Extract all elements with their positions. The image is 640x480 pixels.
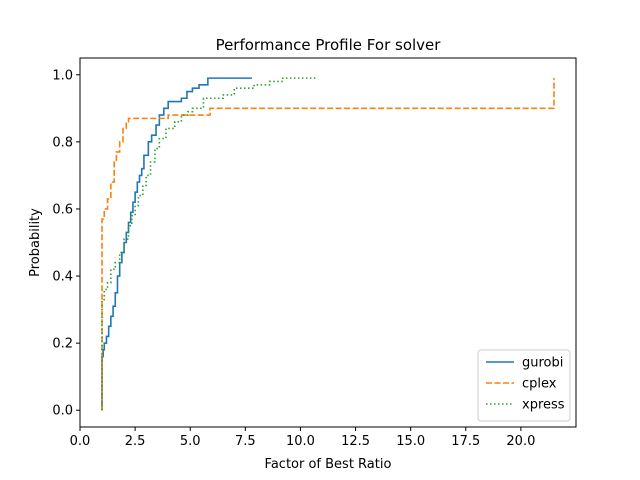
x-tick-label: 5.0 — [180, 434, 201, 449]
y-axis: 0.0 0.2 0.4 0.6 0.8 1.0 — [52, 68, 80, 419]
y-tick-label: 0.2 — [52, 337, 73, 352]
chart-title: Performance Profile For solver — [216, 36, 442, 54]
x-tick-label: 7.5 — [235, 434, 256, 449]
x-tick-label: 10.0 — [286, 434, 315, 449]
x-tick-label: 0.0 — [70, 434, 91, 449]
x-tick-label: 2.5 — [125, 434, 146, 449]
x-axis-label: Factor of Best Ratio — [265, 457, 392, 472]
x-tick-label: 20.0 — [506, 434, 535, 449]
y-axis-label: Probability — [28, 208, 43, 277]
series-layer — [101, 77, 555, 411]
legend-label: xpress — [522, 398, 565, 413]
y-tick-label: 0.4 — [52, 270, 73, 285]
series-line-cplex — [101, 78, 555, 411]
y-tick-label: 1.0 — [52, 68, 73, 83]
series-line-xpress — [101, 77, 316, 411]
series-line-gurobi — [101, 77, 252, 411]
y-tick-label: 0.6 — [52, 202, 73, 217]
legend-box — [477, 349, 571, 422]
y-tick-label: 0.8 — [52, 135, 73, 150]
legend-label: cplex — [522, 377, 557, 392]
x-tick-label: 12.5 — [341, 434, 370, 449]
y-tick-label: 0.0 — [52, 404, 73, 419]
legend-label: gurobi — [522, 356, 563, 371]
x-axis: 0.0 2.5 5.0 7.5 10.0 12.5 15.0 17.5 20.0 — [70, 427, 535, 449]
legend: gurobi cplex xpress — [477, 349, 571, 422]
axes-frame — [79, 57, 577, 428]
x-tick-label: 17.5 — [451, 434, 480, 449]
x-tick-label: 15.0 — [396, 434, 425, 449]
